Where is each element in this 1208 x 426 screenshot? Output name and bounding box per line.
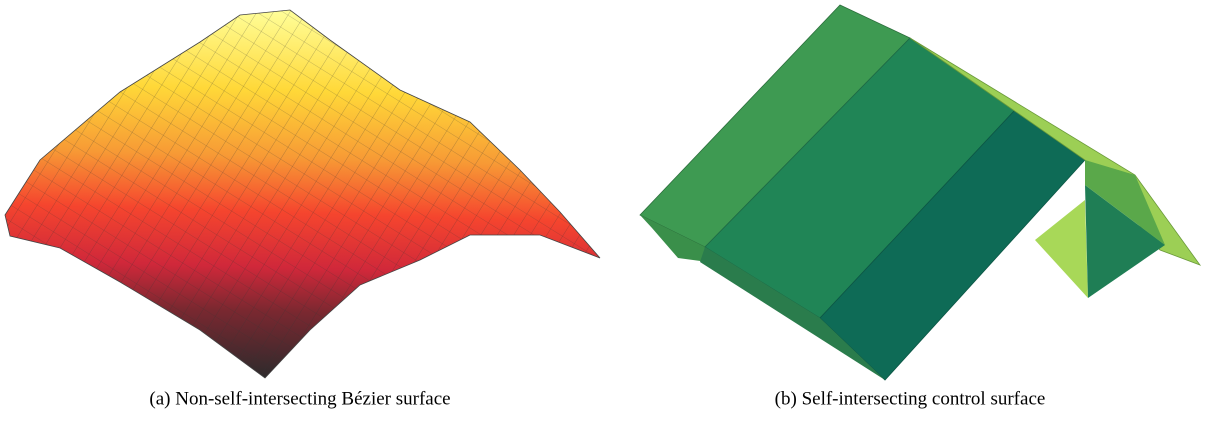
caption: (b) Self-intersecting control surface: [775, 388, 1046, 409]
caption: (a) Non-self-intersecting Bézier surface: [149, 388, 450, 409]
control-surface: [639, 4, 1202, 381]
bezier-surface: [4, 9, 601, 379]
